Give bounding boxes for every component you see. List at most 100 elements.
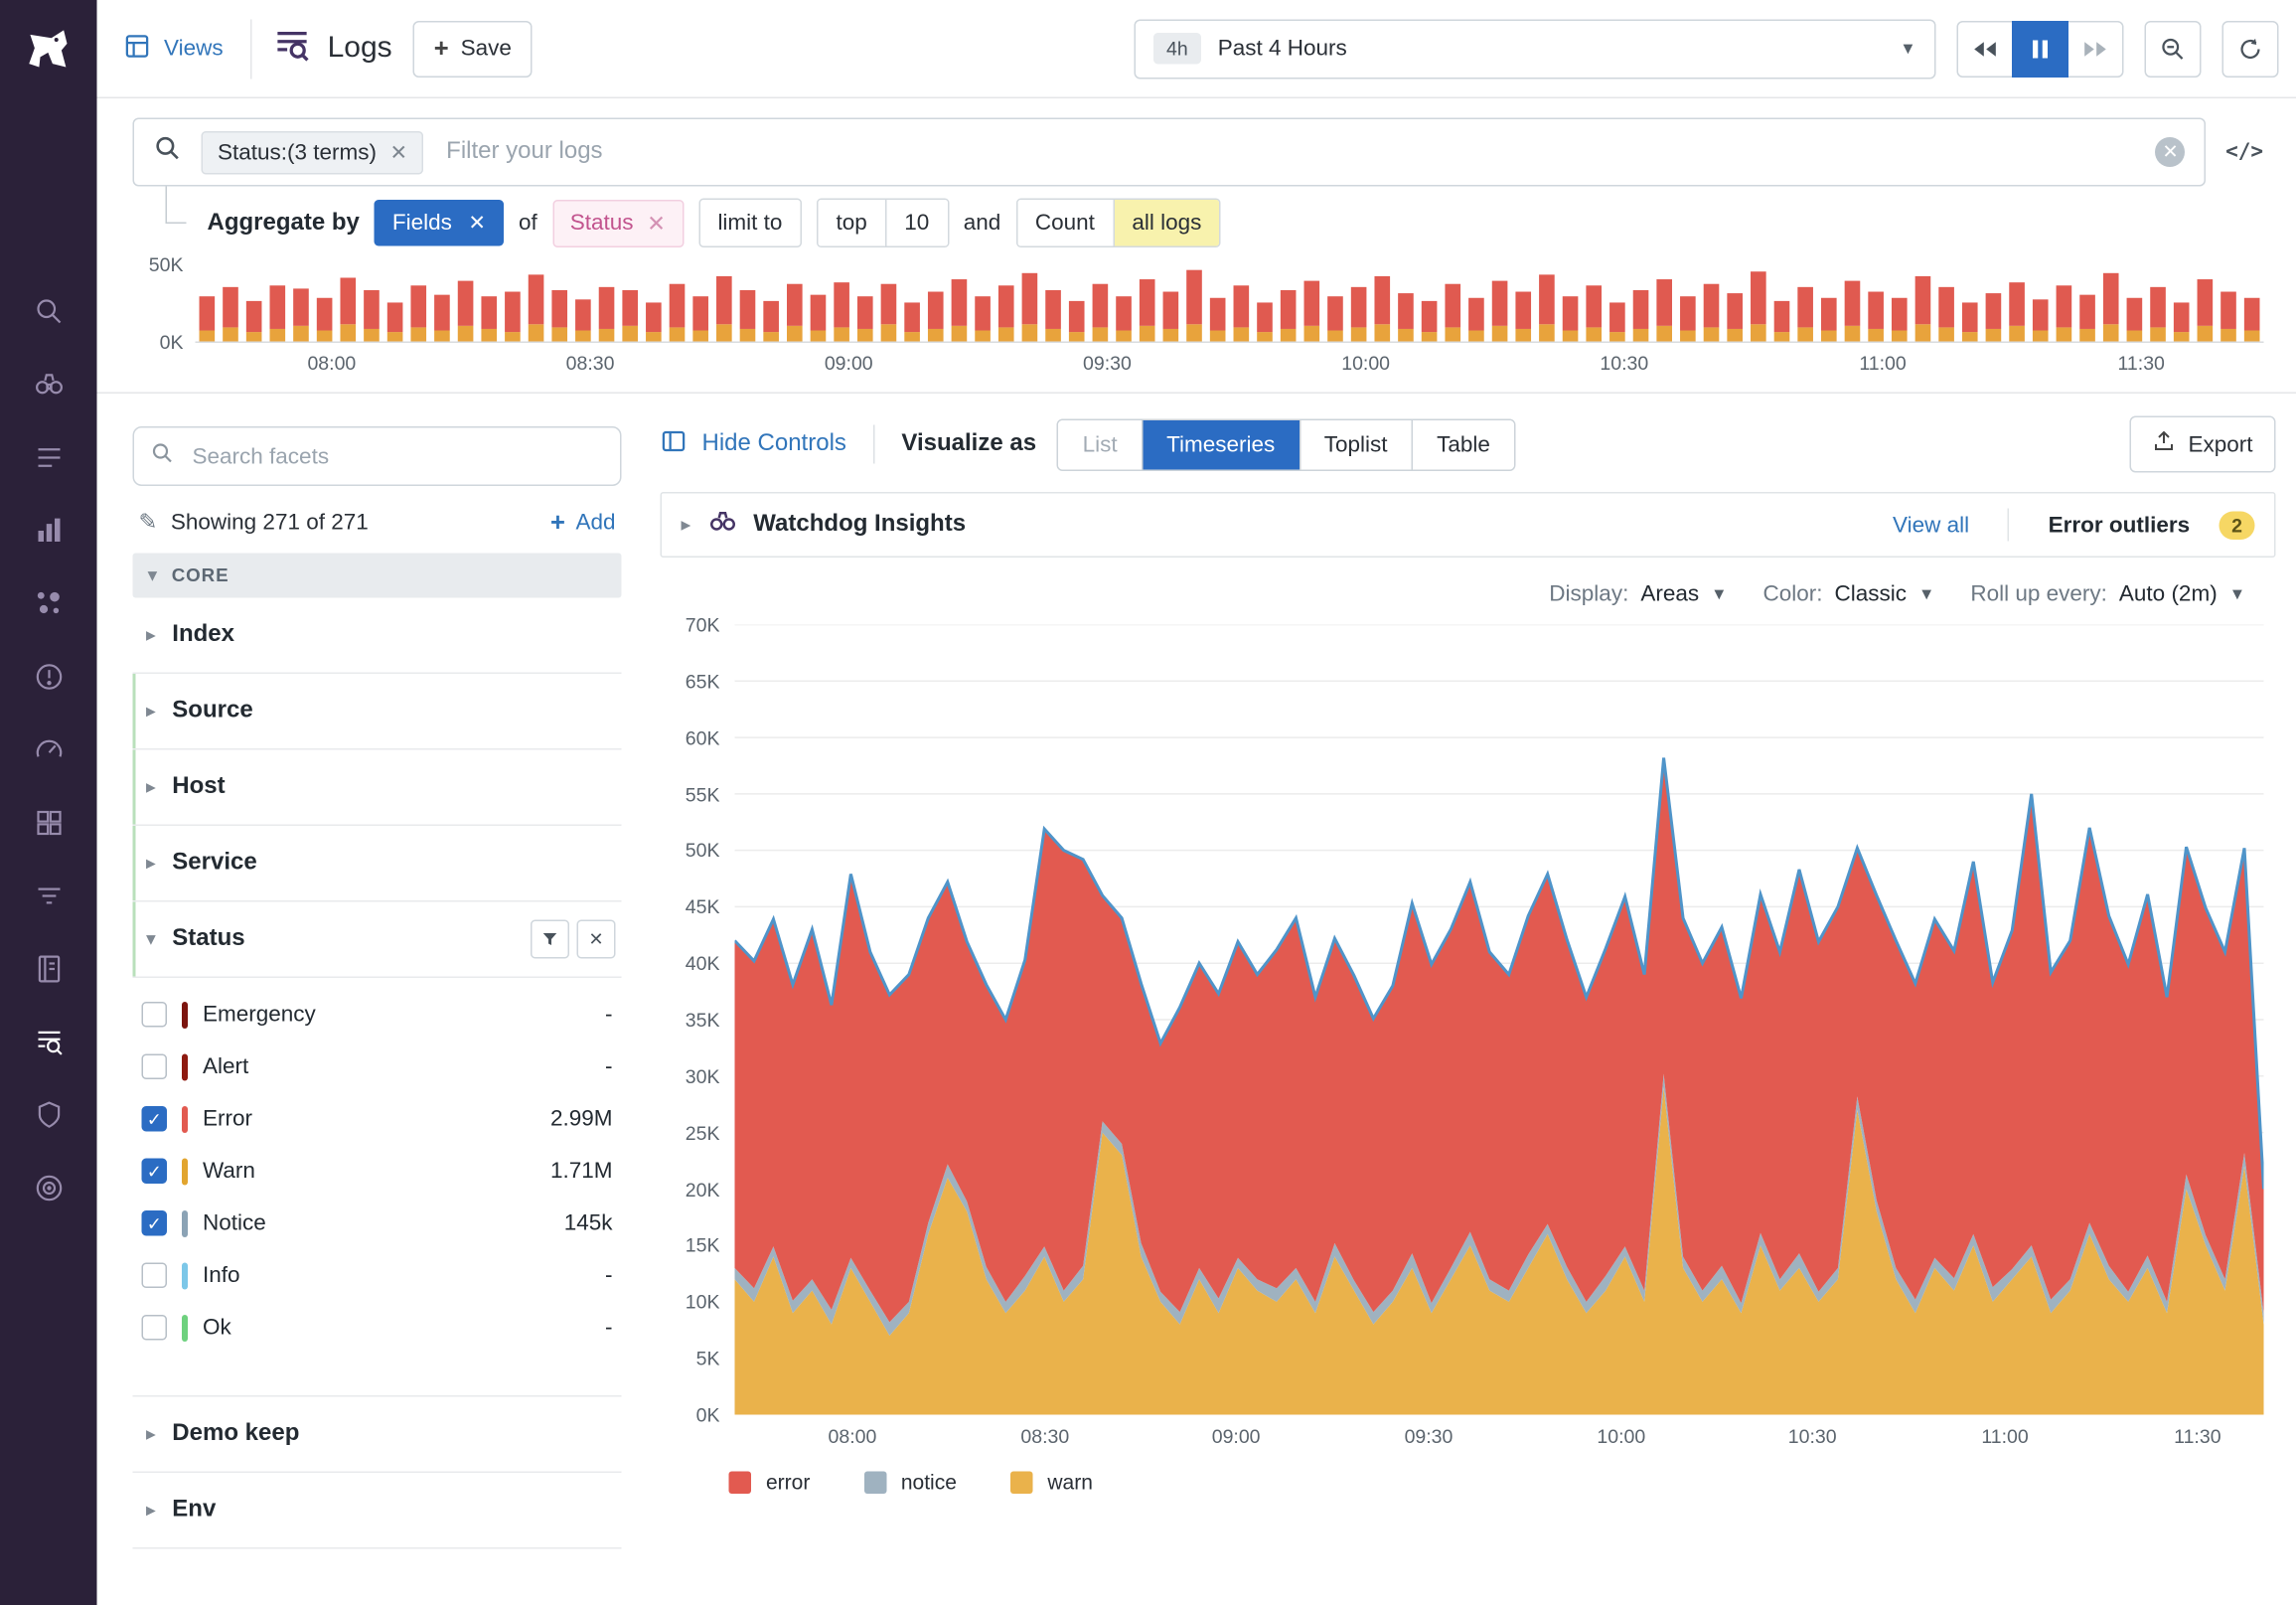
- checkbox[interactable]: ✓: [141, 1002, 167, 1028]
- legend-item-error[interactable]: error: [728, 1470, 810, 1494]
- apm-icon[interactable]: [32, 587, 65, 620]
- facet-group-index[interactable]: ▸ Index: [132, 598, 622, 674]
- log-volume-x-axis: 08:00 08:30 09:00 09:30 10:00 10:30 11:00 11:30: [196, 348, 2264, 381]
- fast-forward-button[interactable]: [2066, 20, 2124, 78]
- code-view-toggle[interactable]: </>: [2225, 140, 2264, 164]
- search-icon[interactable]: [32, 295, 65, 328]
- mode-timeseries[interactable]: Timeseries: [1141, 419, 1300, 469]
- chevron-right-icon: ▸: [146, 1498, 156, 1522]
- chevron-down-icon: ▼: [1711, 584, 1728, 603]
- events-icon[interactable]: [32, 441, 65, 474]
- monitors-icon[interactable]: [32, 661, 65, 694]
- count-selector[interactable]: Count: [1016, 200, 1113, 246]
- gauge-icon[interactable]: [32, 733, 65, 766]
- facet-search-box[interactable]: [132, 426, 622, 486]
- legend-swatch: [728, 1470, 751, 1494]
- chevron-right-icon[interactable]: ▸: [681, 513, 691, 536]
- rewind-button[interactable]: [1956, 20, 2014, 78]
- top-selector[interactable]: top: [818, 200, 885, 246]
- facet-group-status[interactable]: ▾ Status ✕: [132, 901, 622, 978]
- facet-group-env[interactable]: ▸ Env: [132, 1473, 622, 1549]
- remove-chip-icon[interactable]: ✕: [389, 139, 408, 164]
- pause-button[interactable]: [2011, 20, 2068, 78]
- y-tick-label: 70K: [685, 613, 720, 636]
- facet-group-core[interactable]: ▾ CORE: [132, 553, 622, 598]
- notebooks-icon[interactable]: [32, 953, 65, 986]
- log-search-bar[interactable]: Status:(3 terms) ✕ ✕: [132, 117, 2207, 187]
- visualization-toolbar: Hide Controls Visualize as List Timeseri…: [661, 411, 2276, 477]
- checkbox[interactable]: ✓: [141, 1106, 167, 1132]
- refresh-button[interactable]: [2221, 20, 2279, 78]
- chevron-down-icon: ▾: [146, 927, 156, 950]
- remove-facet-icon[interactable]: ✕: [647, 211, 666, 237]
- clear-search-icon[interactable]: ✕: [2155, 137, 2186, 167]
- datadog-logo[interactable]: [0, 0, 97, 97]
- status-value-list: ✓ Emergency - ✓ Alert - ✓ Error: [133, 978, 622, 1357]
- logs-icon[interactable]: [32, 1026, 65, 1058]
- x-tick-label: 09:30: [1404, 1425, 1454, 1448]
- top-n-value[interactable]: 10: [884, 200, 948, 246]
- x-tick-label: 09:00: [1211, 1425, 1261, 1448]
- security-icon[interactable]: [32, 1099, 65, 1132]
- search-input[interactable]: [443, 137, 2137, 167]
- checkbox[interactable]: ✓: [141, 1210, 167, 1236]
- hide-controls-button[interactable]: Hide Controls: [661, 427, 846, 462]
- infrastructure-icon[interactable]: [32, 807, 65, 840]
- add-facet-button[interactable]: + Add: [550, 507, 616, 537]
- remove-fields-icon[interactable]: ✕: [468, 210, 486, 235]
- x-tick-label: 10:00: [1597, 1425, 1646, 1448]
- limit-to-selector[interactable]: limit to: [697, 198, 802, 247]
- all-logs-selector[interactable]: all logs: [1112, 200, 1220, 246]
- facet-group-source[interactable]: ▸ Source: [132, 674, 622, 750]
- target-icon[interactable]: [32, 1172, 65, 1204]
- aggregate-facet-chip[interactable]: Status ✕: [551, 199, 684, 247]
- checkbox[interactable]: ✓: [141, 1315, 167, 1341]
- views-button[interactable]: Views: [124, 18, 252, 79]
- time-range-label: Past 4 Hours: [1217, 36, 1347, 62]
- aggregate-row: Aggregate by Fields ✕ of Status ✕ limit …: [133, 186, 2261, 247]
- clear-filter-icon[interactable]: ✕: [576, 919, 616, 959]
- mini-bar-chart-svg: [195, 269, 2264, 343]
- timeseries-chart-svg: [734, 624, 2264, 1415]
- checkbox[interactable]: ✓: [141, 1262, 167, 1288]
- logs-product-icon: [272, 25, 311, 73]
- save-button[interactable]: + Save: [412, 20, 533, 78]
- aggregate-fields-button[interactable]: Fields ✕: [374, 200, 504, 246]
- x-tick-label: 11:30: [2117, 352, 2165, 375]
- error-outliers-link[interactable]: Error outliers: [2048, 512, 2191, 538]
- display-dropdown[interactable]: Areas ▼: [1640, 581, 1728, 607]
- rollup-label: Roll up every:: [1970, 581, 2107, 607]
- export-button[interactable]: Export: [2129, 415, 2276, 473]
- plus-icon: +: [433, 34, 449, 63]
- watchdog-icon[interactable]: [32, 369, 65, 401]
- legend-item-notice[interactable]: notice: [863, 1470, 957, 1494]
- metrics-icon[interactable]: [32, 515, 65, 548]
- mode-toplist[interactable]: Toplist: [1299, 419, 1412, 469]
- checkbox[interactable]: ✓: [141, 1053, 167, 1079]
- log-volume-chart[interactable]: 0K 50K: [149, 253, 2264, 354]
- zoom-out-button[interactable]: [2144, 20, 2202, 78]
- mode-table[interactable]: Table: [1411, 419, 1514, 469]
- status-color-bar: [182, 1052, 188, 1080]
- rollup-dropdown[interactable]: Auto (2m) ▼: [2118, 581, 2246, 607]
- chevron-right-icon: ▸: [146, 623, 156, 646]
- view-all-link[interactable]: View all: [1893, 512, 1970, 538]
- y-tick-label: 0K: [695, 1403, 720, 1426]
- time-range-selector[interactable]: 4h Past 4 Hours ▼: [1134, 18, 1936, 79]
- legend-item-warn[interactable]: warn: [1009, 1470, 1093, 1494]
- facet-search-input[interactable]: [189, 441, 604, 471]
- x-tick-label: 10:00: [1341, 352, 1391, 375]
- edit-facets-icon[interactable]: ✎: [138, 510, 158, 536]
- facet-group-demo-keep[interactable]: ▸ Demo keep: [132, 1395, 622, 1473]
- facet-group-host[interactable]: ▸ Host: [132, 749, 622, 826]
- facet-group-service[interactable]: ▸ Service: [132, 826, 622, 902]
- chevron-down-icon: ▼: [1900, 39, 1916, 58]
- mode-list[interactable]: List: [1058, 419, 1142, 469]
- search-filter-chip[interactable]: Status:(3 terms) ✕: [201, 130, 424, 174]
- checkbox[interactable]: ✓: [141, 1158, 167, 1184]
- status-color-bar: [182, 1261, 188, 1289]
- color-dropdown[interactable]: Classic ▼: [1834, 581, 1935, 607]
- pipelines-icon[interactable]: [32, 880, 65, 912]
- timeseries-chart[interactable]: 0K 5K 10K 15K 20K 25K 30K 35K 40K 45K 50K 55K 60K 65K…: [686, 613, 2264, 1426]
- filter-icon[interactable]: [531, 919, 569, 959]
